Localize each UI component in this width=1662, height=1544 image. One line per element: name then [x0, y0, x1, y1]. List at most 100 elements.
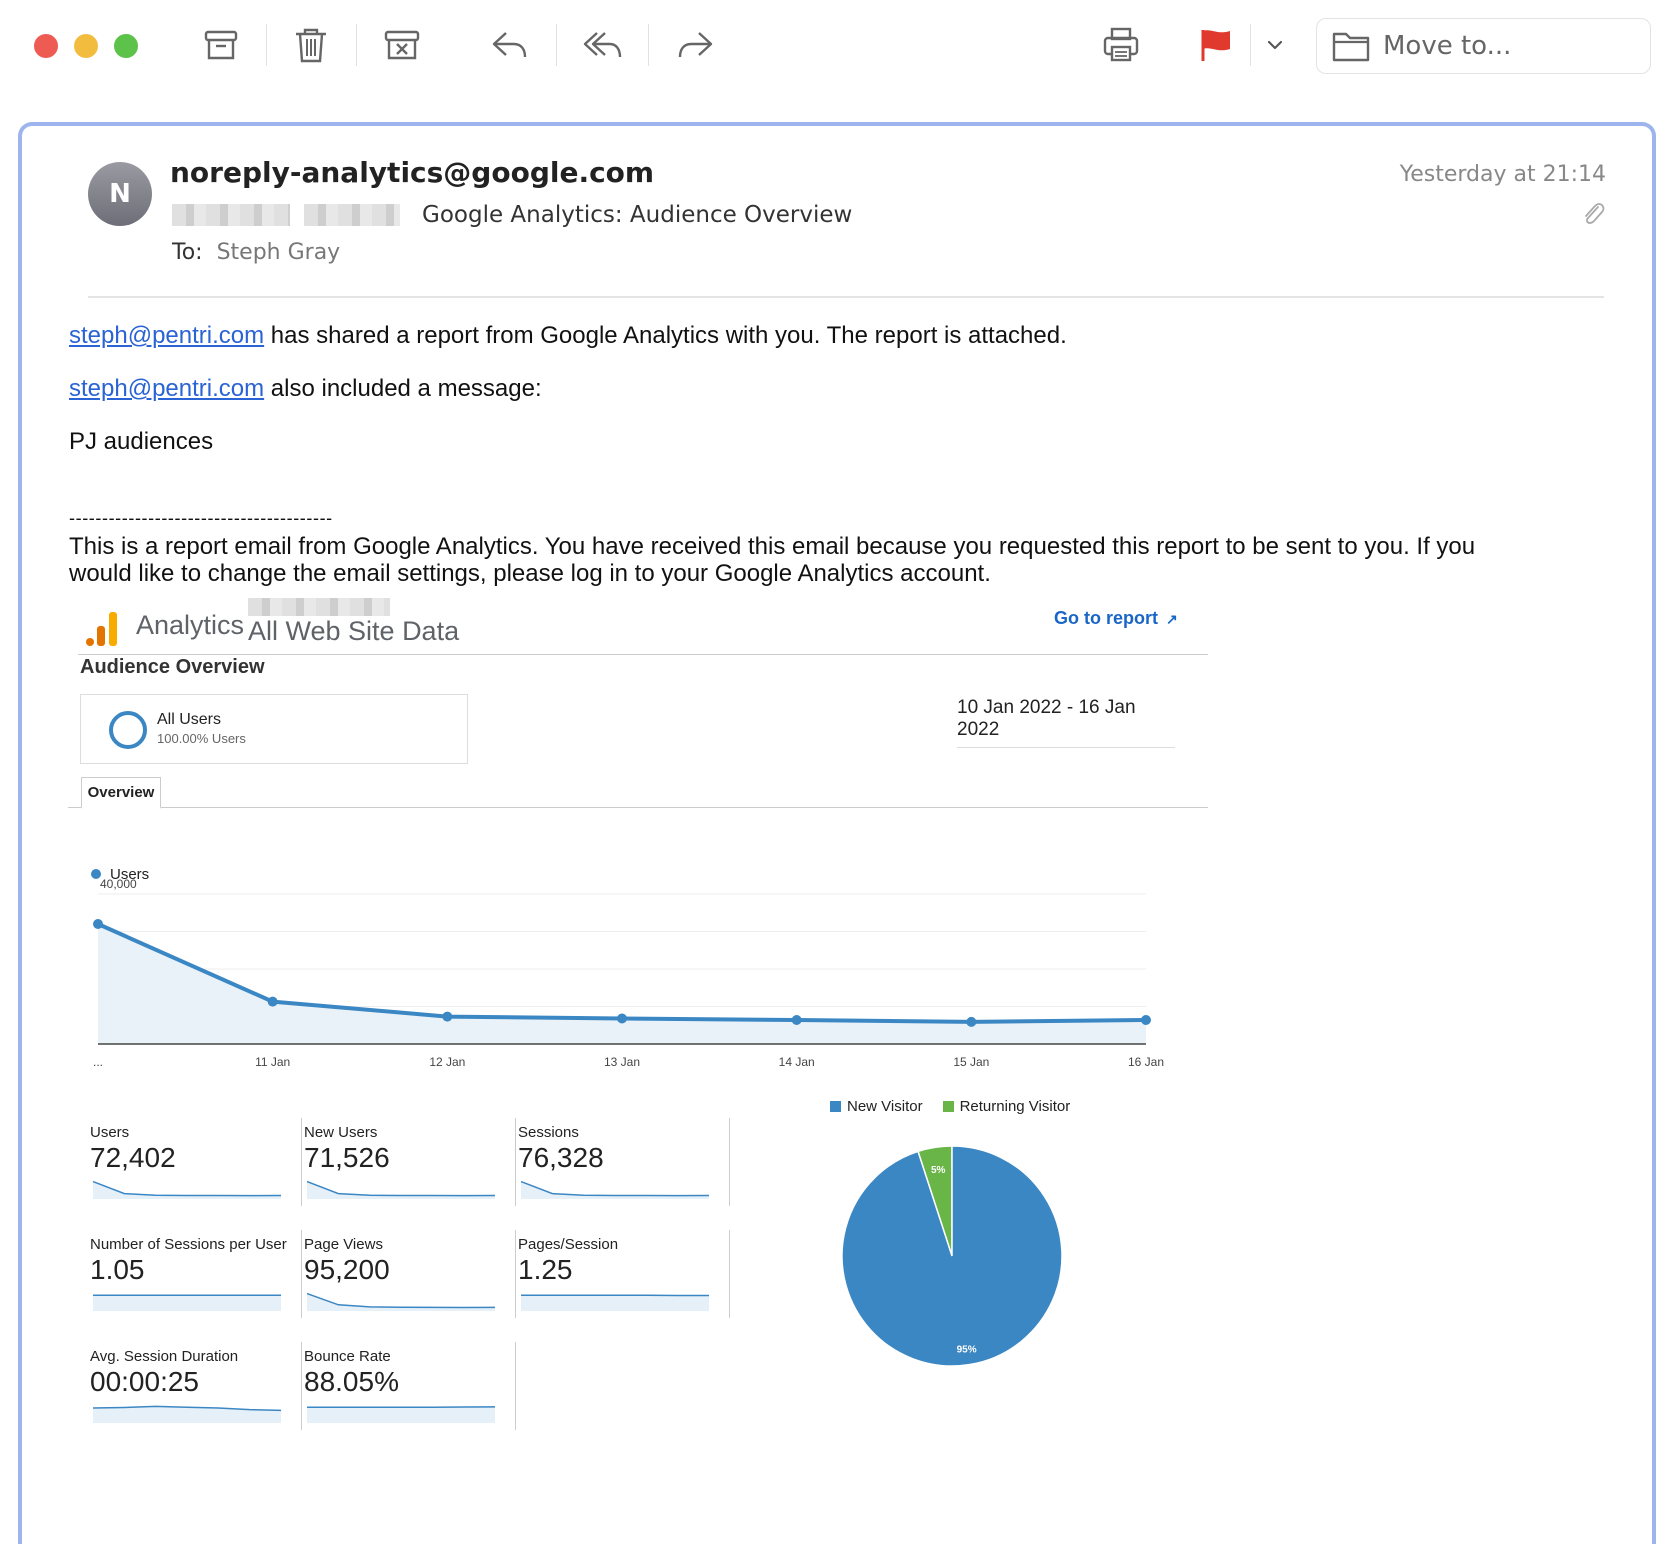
sender-address[interactable]: noreply-analytics@google.com — [170, 156, 655, 189]
body-paragraph-2: steph@pentri.com also included a message… — [69, 375, 542, 403]
paperclip-icon[interactable] — [1580, 200, 1606, 228]
tab-divider — [68, 807, 1208, 808]
pie-slice-label: 5% — [931, 1165, 946, 1176]
archive-icon — [204, 30, 238, 60]
recipient-name[interactable]: Steph Gray — [216, 240, 341, 265]
subject-line: Google Analytics: Audience Overview — [422, 202, 853, 228]
legend-returning-visitor: Returning Visitor — [959, 1098, 1071, 1115]
metric-tile[interactable]: Number of Sessions per User 1.05 — [88, 1230, 302, 1320]
pie-slice-label: 95% — [957, 1344, 977, 1355]
reply-icon — [492, 32, 527, 58]
metric-separator — [729, 1230, 730, 1318]
users-area-fill — [98, 924, 1146, 1044]
metric-value: 1.05 — [90, 1254, 145, 1285]
metric-tile[interactable]: Page Views 95,200 — [302, 1230, 516, 1320]
archive-button[interactable] — [193, 20, 249, 70]
sender-avatar: N — [88, 162, 152, 226]
forward-button[interactable] — [667, 20, 723, 70]
flag-icon — [1201, 30, 1230, 61]
metric-sparkline — [93, 1294, 281, 1311]
sender-link[interactable]: steph@pentri.com — [69, 375, 265, 402]
recipient-row: To: Steph Gray — [172, 240, 340, 265]
users-data-point[interactable] — [93, 919, 103, 929]
y-tick-label: 40,000 — [100, 877, 137, 891]
legend-label: Users — [110, 866, 149, 883]
x-tick-label: 11 Jan — [255, 1055, 290, 1069]
report-title: Audience Overview — [80, 656, 265, 678]
metric-value: 00:00:25 — [90, 1366, 199, 1397]
minimize-window-button[interactable] — [74, 34, 98, 58]
metric-value: 71,526 — [304, 1142, 390, 1173]
users-data-point[interactable] — [267, 996, 278, 1007]
metric-value: 95,200 — [304, 1254, 390, 1285]
users-data-point[interactable] — [617, 1013, 627, 1024]
date-range[interactable]: 10 Jan 2022 - 16 Jan 2022 — [957, 697, 1175, 748]
header-divider — [88, 296, 1604, 298]
pie-slice-new-visitor[interactable] — [841, 1145, 1063, 1367]
metric-separator — [729, 1118, 730, 1206]
reply-all-button[interactable] — [575, 20, 631, 70]
reply-button[interactable] — [482, 20, 538, 70]
trash-icon — [296, 28, 326, 63]
segment-card[interactable]: All Users 100.00% Users — [80, 694, 468, 764]
property-view-name: All Web Site Data — [248, 616, 460, 646]
metric-label: Users — [90, 1124, 130, 1141]
move-to-label: Move to... — [1383, 31, 1512, 61]
delete-button[interactable] — [283, 20, 339, 70]
metric-tile[interactable]: Avg. Session Duration 00:00:25 — [88, 1342, 302, 1432]
metric-sparkline — [520, 1180, 710, 1199]
metric-sparkline — [92, 1405, 282, 1423]
users-data-point[interactable] — [442, 1011, 453, 1022]
metric-tile[interactable]: Sessions 76,328 — [516, 1118, 730, 1208]
metric-value: 72,402 — [90, 1142, 176, 1173]
segment-name: All Users — [157, 711, 222, 728]
tab-overview[interactable]: Overview — [81, 777, 161, 809]
flag-dropdown-button[interactable] — [1250, 20, 1300, 70]
sender-link[interactable]: steph@pentri.com — [69, 322, 265, 349]
metric-label: Bounce Rate — [304, 1348, 391, 1365]
message-view: N noreply-analytics@google.com Google An… — [18, 122, 1656, 1544]
metric-separator — [515, 1118, 516, 1206]
report-notice: This is a report email from Google Analy… — [69, 533, 1476, 587]
metric-sparkline — [306, 1292, 496, 1311]
move-to-button[interactable]: Move to... — [1316, 18, 1651, 74]
metric-sparkline — [306, 1180, 496, 1199]
redacted-text — [304, 204, 400, 226]
body-text: also included a message: — [264, 375, 542, 402]
metric-value: 1.25 — [518, 1254, 573, 1285]
legend-new-visitor: New Visitor — [847, 1098, 923, 1115]
metric-tile[interactable]: Pages/Session 1.25 — [516, 1230, 730, 1320]
reply-all-icon — [583, 32, 622, 58]
metric-label: Avg. Session Duration — [90, 1348, 239, 1365]
metric-separator — [301, 1342, 302, 1430]
zoom-window-button[interactable] — [114, 34, 138, 58]
users-data-point[interactable] — [1141, 1015, 1151, 1025]
metric-sparkline — [92, 1180, 282, 1199]
message-date: Yesterday at 21:14 — [1399, 162, 1606, 187]
metric-tile[interactable]: Bounce Rate 88.05% — [302, 1342, 516, 1432]
metric-label: Pages/Session — [518, 1236, 619, 1253]
users-data-point[interactable] — [791, 1015, 802, 1025]
close-window-button[interactable] — [34, 34, 58, 58]
metric-separator — [301, 1230, 302, 1318]
folder-icon — [1332, 32, 1370, 62]
redacted-text — [248, 598, 390, 616]
metric-label: Number of Sessions per User — [90, 1236, 287, 1253]
go-to-report-link[interactable]: Go to report ↗ — [1054, 608, 1178, 629]
toolbar: Move to... — [0, 0, 1662, 92]
body-text: has shared a report from Google Analytic… — [264, 322, 1067, 349]
users-data-point[interactable] — [966, 1016, 977, 1027]
chevron-down-icon — [1267, 40, 1283, 50]
forward-icon — [678, 32, 713, 58]
personal-message: PJ audiences — [69, 428, 214, 455]
junk-button[interactable] — [374, 20, 430, 70]
metric-tile[interactable]: New Users 71,526 — [302, 1118, 516, 1208]
metric-sparkline — [307, 1406, 496, 1423]
flag-button[interactable] — [1188, 20, 1244, 70]
x-tick-label: 16 Jan — [1128, 1055, 1164, 1069]
print-button[interactable] — [1093, 20, 1149, 70]
metric-tile[interactable]: Users 72,402 — [88, 1118, 302, 1208]
metric-value: 88.05% — [304, 1366, 399, 1397]
body-paragraph-1: steph@pentri.com has shared a report fro… — [69, 322, 1067, 350]
